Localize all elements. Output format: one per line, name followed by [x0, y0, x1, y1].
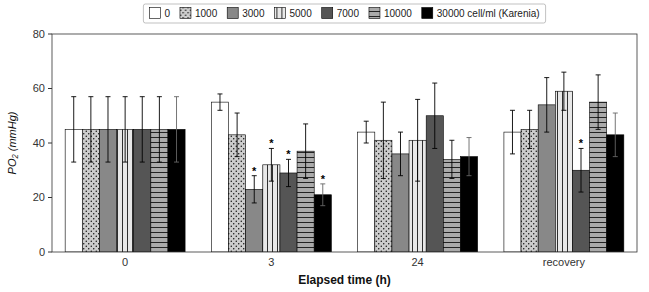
legend-label: 1000: [195, 8, 218, 19]
x-axis-label: Elapsed time (h): [298, 273, 391, 287]
error-bar: [398, 132, 403, 176]
legend-item: 1000: [180, 8, 218, 20]
significance-mark: *: [269, 137, 274, 149]
error-bar: [88, 97, 93, 162]
error-bar: [123, 97, 128, 162]
legend-swatch: [422, 8, 433, 19]
y-tick-label: 20: [33, 191, 45, 203]
legend-label: 3000: [242, 8, 265, 19]
legend-item: 3000: [227, 8, 265, 20]
error-bar: [105, 97, 110, 162]
error-bar: [303, 124, 308, 179]
legend-swatch: [322, 8, 333, 19]
legend-item: 7000: [322, 8, 360, 20]
legend-swatch: [227, 8, 238, 19]
error-bar: [286, 159, 291, 186]
error-bar: [510, 110, 515, 154]
error-bar: [252, 176, 257, 203]
error-bar: [174, 97, 179, 162]
y-tick-label: 60: [33, 82, 45, 94]
bar: [211, 102, 228, 252]
error-bar: [432, 83, 437, 148]
x-tick-label: recovery: [543, 256, 586, 268]
legend-label: 7000: [337, 8, 360, 19]
y-tick-label: 40: [33, 137, 45, 149]
legend-label: 5000: [289, 8, 312, 19]
significance-mark: *: [321, 173, 326, 185]
y-tick: [48, 252, 52, 253]
y-tick-label: 80: [33, 28, 45, 40]
legend-swatch: [149, 8, 160, 19]
legend-item: 10000: [369, 8, 412, 20]
legend-label: 30000 cell/ml (Karenia): [437, 8, 540, 19]
legend-swatch: [369, 8, 380, 19]
x-tick-label: 3: [268, 256, 274, 268]
significance-mark: *: [286, 148, 291, 160]
plot-frame: [52, 34, 637, 252]
error-bar: [140, 97, 145, 162]
significance-mark: *: [579, 137, 584, 149]
error-bar: [579, 148, 584, 192]
y-axis-label: PO₂ (mmHg): [6, 111, 18, 174]
legend-label: 10000: [384, 8, 412, 19]
bar: [358, 132, 375, 252]
legend-item: 0: [149, 8, 170, 20]
legend: 0 1000 3000 5000 7000 10000 30000 cell/ml (Kar…: [143, 4, 545, 23]
x-tick-label: 24: [412, 256, 424, 268]
error-bar: [527, 110, 532, 148]
y-tick: [48, 88, 52, 89]
error-bar: [71, 97, 76, 162]
significance-mark: *: [252, 165, 257, 177]
error-bar: [449, 140, 454, 178]
error-bar: [381, 102, 386, 178]
error-bar: [415, 99, 420, 181]
error-bar: [596, 75, 601, 130]
legend-label: 0: [164, 8, 170, 19]
chart: * * * * * 0 20 40 60 80 0 3 24 recovery Elapsed time (…: [0, 0, 649, 292]
legend-item: 5000: [274, 8, 312, 20]
error-bar: [467, 138, 472, 176]
x-tick-label: 0: [122, 256, 128, 268]
bars: [65, 72, 624, 252]
error-bar: [320, 184, 325, 206]
y-tick: [48, 143, 52, 144]
bar: [555, 91, 572, 252]
error-bar: [561, 72, 566, 110]
y-tick-label: 0: [39, 246, 45, 258]
error-bar: [613, 113, 618, 157]
error-bar: [157, 97, 162, 162]
legend-swatch: [274, 8, 285, 19]
error-bar: [217, 94, 222, 110]
error-bar: [544, 78, 549, 133]
error-bar: [364, 121, 369, 143]
legend-swatch: [180, 8, 191, 19]
error-bar: [235, 113, 240, 157]
legend-item: 30000 cell/ml (Karenia): [422, 8, 540, 20]
y-tick: [48, 34, 52, 35]
error-bar: [269, 148, 274, 181]
legend-frame: [143, 4, 545, 23]
y-tick: [48, 197, 52, 198]
